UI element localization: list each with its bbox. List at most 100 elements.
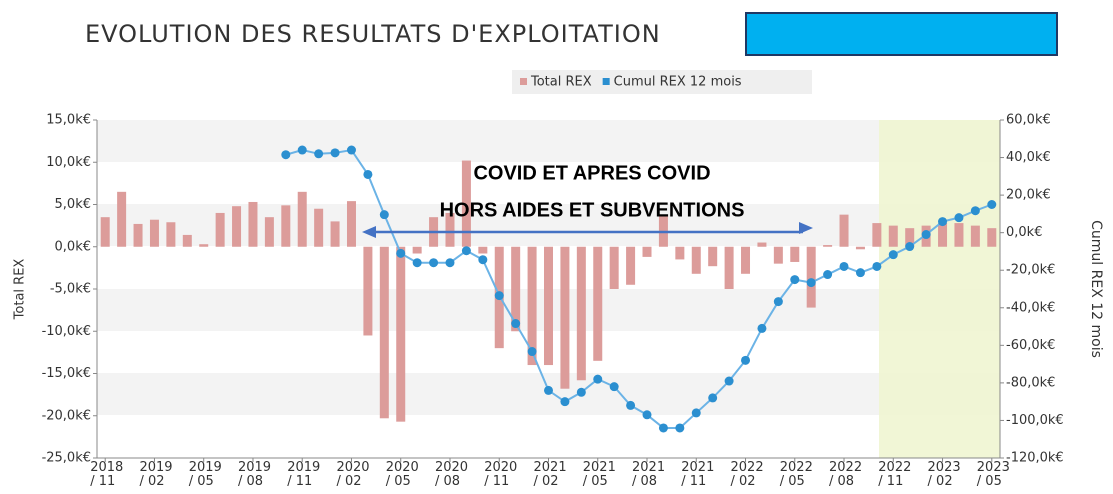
bar [806, 246, 816, 308]
x-tick-label: 2021 / 08 [632, 460, 666, 489]
y2-tick-label: -20,0k€ [1006, 263, 1055, 278]
y-tick-label: 15,0k€ [46, 113, 91, 128]
line-point [724, 376, 734, 386]
line-point [363, 169, 373, 179]
legend-swatch [520, 78, 527, 85]
line-point [609, 382, 619, 392]
line-point [297, 145, 307, 155]
bar [790, 246, 800, 262]
line-point [921, 230, 931, 240]
line-point [544, 385, 553, 395]
x-tick-label: 2020 / 11 [484, 460, 518, 489]
bar [823, 245, 833, 247]
bar [658, 214, 668, 247]
annotation: COVID ET APRES COVID [473, 162, 710, 184]
x-tick-label: 2021 / 02 [533, 460, 567, 489]
y2-tick-label: 20,0k€ [1006, 188, 1051, 203]
line-point [954, 213, 964, 223]
line-point [346, 145, 356, 155]
bar [297, 191, 307, 247]
line-point [823, 270, 833, 280]
bar [593, 246, 603, 361]
bar [199, 244, 209, 247]
line-point [872, 261, 882, 271]
y-tick-label: -25,0k€ [42, 451, 91, 466]
x-tick-label: 2021 / 05 [582, 460, 616, 489]
y-tick-label: -20,0k€ [42, 408, 91, 423]
y2-tick-label: 60,0k€ [1006, 113, 1051, 128]
legend [512, 70, 812, 94]
x-tick-label: 2019 / 02 [139, 460, 173, 489]
highlight-band [879, 120, 1000, 458]
bar [691, 246, 701, 274]
arrow-head [799, 222, 813, 234]
bar [346, 201, 356, 247]
y2-tick-label: -60,0k€ [1006, 338, 1055, 353]
bar [166, 222, 176, 247]
bar [215, 212, 225, 247]
y-tick-label: -15,0k€ [42, 366, 91, 381]
x-tick-label: 2019 / 08 [237, 460, 272, 489]
plot-band [97, 120, 1000, 162]
bar [544, 246, 553, 366]
line-point [281, 150, 291, 160]
line-point [839, 261, 849, 271]
line-point [379, 210, 389, 220]
plot-band [97, 204, 1000, 246]
bar [872, 223, 882, 247]
bar [938, 223, 948, 247]
y2-tick-label: -40,0k€ [1006, 300, 1055, 315]
bar [954, 223, 964, 247]
x-tick-label: 2023 / 02 [927, 460, 961, 489]
x-tick-label: 2021 / 11 [681, 460, 715, 489]
line-point [970, 206, 980, 216]
annotation: HORS AIDES ET SUBVENTIONS [440, 199, 745, 221]
y-axis-label: Total REX [13, 259, 28, 321]
y-tick-label: 5,0k€ [55, 197, 91, 212]
line-point [511, 319, 521, 329]
x-tick-label: 2022 / 08 [829, 460, 863, 489]
line-point [691, 408, 701, 418]
line-point [478, 255, 488, 265]
arrow-head [362, 226, 376, 238]
line-point [626, 400, 636, 410]
bar [839, 214, 849, 247]
bar [396, 246, 406, 422]
bar [149, 219, 159, 247]
bar [330, 221, 340, 247]
line-point [888, 250, 898, 260]
x-tick-label: 2019 / 11 [287, 460, 321, 489]
bar [363, 246, 373, 336]
bar [445, 212, 455, 247]
y-tick-label: 10,0k€ [46, 155, 91, 170]
line-point [314, 149, 324, 159]
bar [117, 191, 127, 247]
y-tick-label: -10,0k€ [42, 324, 91, 339]
y-tick-label: -5,0k€ [50, 282, 91, 297]
bar [281, 205, 291, 247]
legend-label: Total REX [530, 75, 592, 90]
x-tick-label: 2018 / 11 [90, 460, 124, 489]
line-point [593, 374, 603, 384]
y2-tick-label: -120,0k€ [1006, 451, 1064, 466]
x-tick-label: 2022 / 05 [779, 460, 813, 489]
line-point [330, 148, 340, 158]
bar [708, 246, 718, 267]
bar [888, 225, 898, 247]
y2-axis-label: Cumul REX 12 mois [1088, 220, 1104, 358]
legend-label: Cumul REX 12 mois [614, 75, 742, 90]
line-point [757, 323, 767, 333]
y2-tick-label: 0,0k€ [1006, 225, 1042, 240]
bar [905, 228, 915, 247]
bar [232, 206, 242, 247]
line-point [412, 258, 422, 268]
y-tick-label: 0,0k€ [55, 239, 91, 254]
bar [100, 217, 110, 247]
bar [576, 246, 586, 381]
bar [248, 201, 258, 247]
x-tick-label: 2020 / 02 [336, 460, 370, 489]
line-point [675, 423, 685, 433]
line-point [741, 355, 751, 365]
